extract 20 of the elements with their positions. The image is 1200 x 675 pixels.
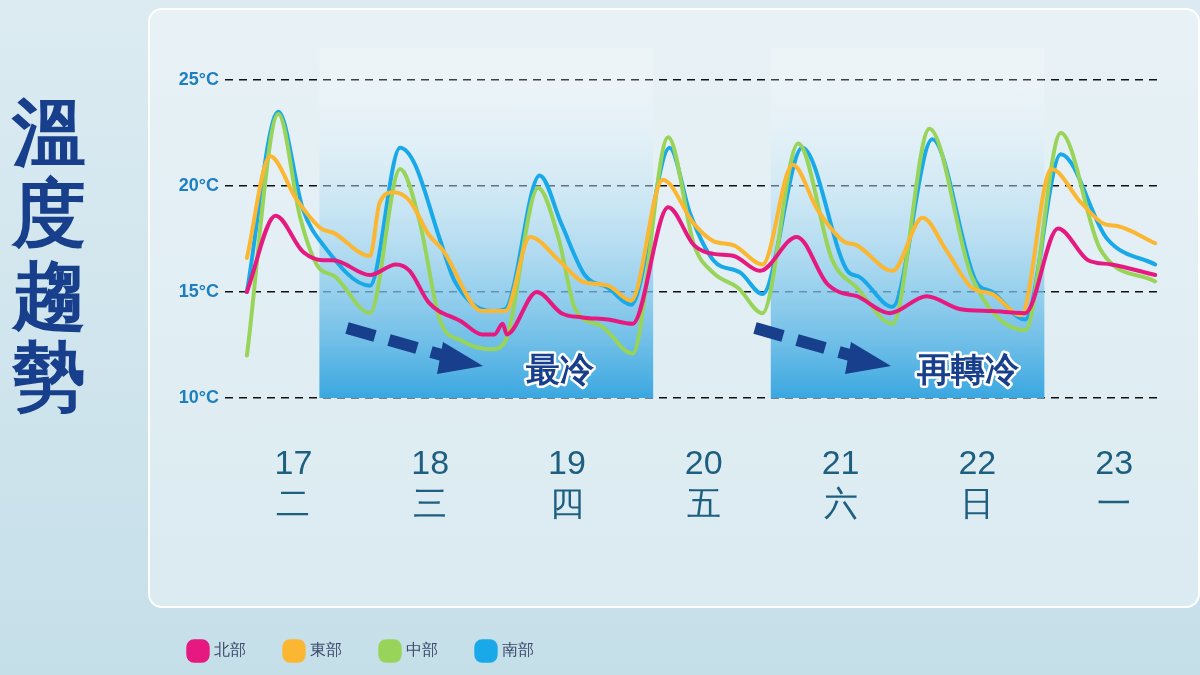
x-tick-label: 19 四: [548, 442, 586, 522]
x-tick-label: 20 五: [684, 442, 723, 522]
x-tick-label: 22 日: [958, 442, 997, 522]
y-tick-label: 10°C: [178, 386, 219, 407]
x-tick-label: 17 二: [274, 442, 313, 522]
line-series: [244, 205, 1158, 337]
legend-label: 東部: [310, 641, 342, 659]
annotation: 最冷: [525, 348, 595, 389]
legend-label: 北部: [214, 641, 246, 659]
legend-label: 南部: [502, 641, 534, 659]
text: 溫度趨勢: [12, 89, 89, 420]
x-tick-label: 21 六: [821, 442, 860, 522]
x-tick-label: 18 三: [411, 442, 450, 522]
y-tick-label: 15°C: [178, 280, 219, 301]
line-series: [244, 154, 1158, 318]
y-tick-label: 20°C: [178, 174, 219, 195]
x-tick-label: 23 一: [1095, 442, 1134, 522]
y-tick-label: 25°C: [178, 68, 219, 89]
annotation: 再轉冷: [915, 348, 1020, 389]
legend-label: 中部: [406, 641, 438, 659]
